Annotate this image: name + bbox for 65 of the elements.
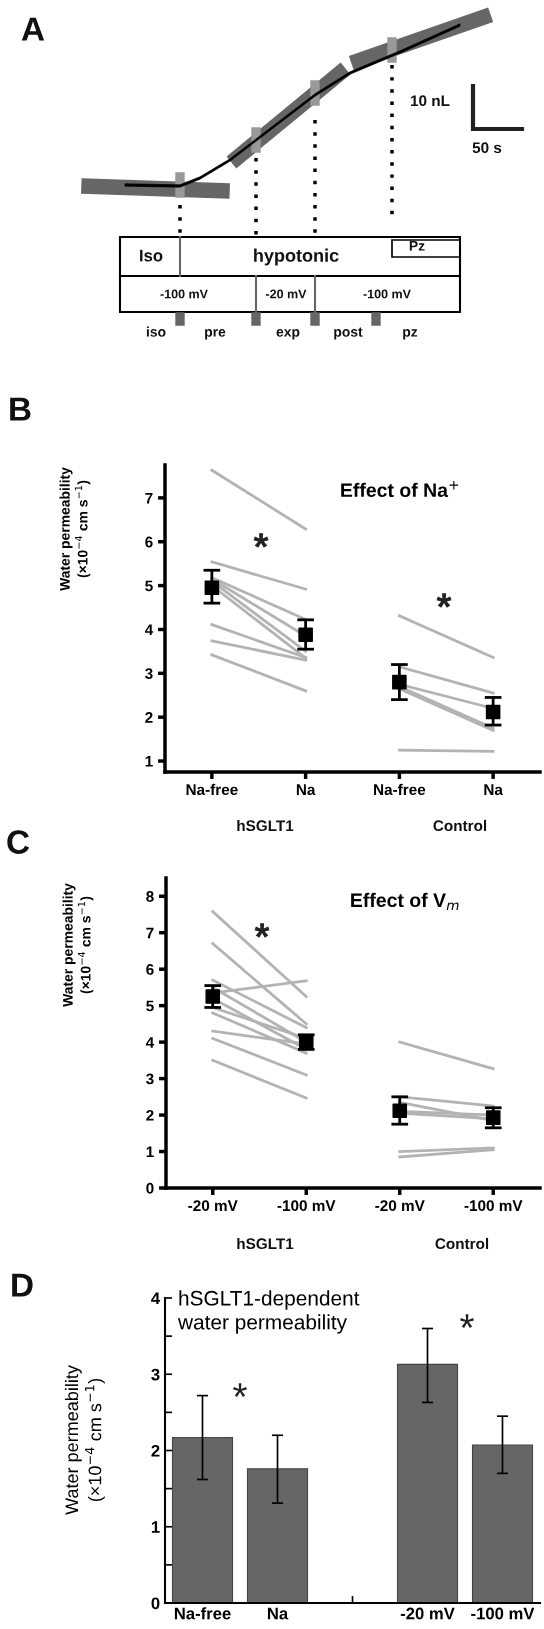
- y-tick-label: 6: [146, 964, 154, 975]
- text: pz: [403, 329, 418, 340]
- text: B: [10, 397, 31, 421]
- text: -20 mV: [265, 289, 307, 299]
- text: D: [12, 1273, 33, 1297]
- annotation: *: [436, 593, 452, 608]
- y-axis-title: Water permeability (×10$^{−4}$ cm s$^{−1}$): [64, 1365, 105, 1515]
- text: C: [7, 830, 30, 854]
- text: exp: [276, 329, 300, 340]
- annotation: *: [233, 1383, 247, 1397]
- annotation: *: [254, 923, 270, 938]
- x-tick-label: -100 mV: [471, 1607, 535, 1620]
- y-tick-label: 7: [145, 492, 153, 504]
- y-tick-label: 4: [151, 1292, 161, 1305]
- y-tick-label: 3: [145, 668, 153, 680]
- text: Control: [435, 1237, 489, 1250]
- y-axis-title: Water permeability (×10$^{−4}$ cm s$^{−1}$): [62, 883, 94, 1007]
- text: A: [21, 17, 45, 41]
- y-tick-label: 2: [145, 712, 153, 723]
- x-tick-label: Na: [267, 1607, 289, 1620]
- text: 10 nL: [411, 95, 450, 107]
- text: hSGLT1: [237, 1237, 294, 1250]
- y-tick-label: 2: [146, 1109, 154, 1121]
- y-tick-label: 1: [146, 1146, 154, 1158]
- x-tick-label: -20 mV: [375, 1200, 425, 1212]
- text: Pz: [409, 241, 425, 251]
- y-axis-title: Water permeability (×10$^{−4}$ cm s$^{−1}$): [59, 467, 91, 591]
- y-tick-label: 2: [151, 1444, 160, 1457]
- text: Iso: [140, 249, 163, 262]
- y-tick-label: 8: [146, 891, 154, 902]
- y-tick-label: 0: [151, 1597, 160, 1610]
- text: pre: [205, 329, 226, 340]
- x-tick-label: Na-free: [174, 1607, 231, 1620]
- annotation: *: [253, 533, 269, 548]
- y-tick-label: 5: [145, 580, 153, 592]
- x-tick-label: -20 mV: [400, 1607, 455, 1620]
- y-tick-label: 3: [151, 1368, 160, 1381]
- y-tick-label: 0: [146, 1182, 154, 1194]
- text: -100 mV: [160, 289, 208, 299]
- y-tick-label: 5: [146, 1000, 154, 1012]
- y-tick-label: 6: [145, 536, 153, 548]
- x-tick-label: -100 mV: [464, 1200, 523, 1212]
- x-tick-label: Na-free: [186, 783, 238, 796]
- annotation: *: [460, 1314, 474, 1328]
- x-tick-label: Na-free: [374, 783, 426, 796]
- text: Control: [433, 819, 487, 832]
- y-tick-label: 1: [145, 756, 153, 767]
- text: Effect of V$_{m}$: [351, 892, 459, 911]
- text: iso: [146, 326, 166, 337]
- x-tick-label: Na: [484, 784, 503, 796]
- text: -100 mV: [363, 289, 411, 299]
- y-tick-label: 3: [146, 1073, 154, 1085]
- chart-title: hSGLT1-dependent water permeability: [177, 1290, 360, 1334]
- text: Effect of Na$^{+}$: [341, 480, 459, 498]
- y-tick-label: 4: [145, 1037, 155, 1048]
- x-tick-label: -20 mV: [188, 1200, 238, 1212]
- text: 50 s: [472, 142, 502, 154]
- y-tick-label: 1: [151, 1521, 160, 1533]
- text: hypotonic: [254, 248, 339, 266]
- text: hSGLT1: [237, 819, 294, 832]
- x-tick-label: Na: [296, 784, 316, 796]
- text: post: [334, 327, 363, 340]
- y-tick-label: 4: [144, 624, 154, 635]
- x-tick-label: -100 mV: [277, 1200, 336, 1212]
- y-tick-label: 7: [146, 927, 154, 939]
